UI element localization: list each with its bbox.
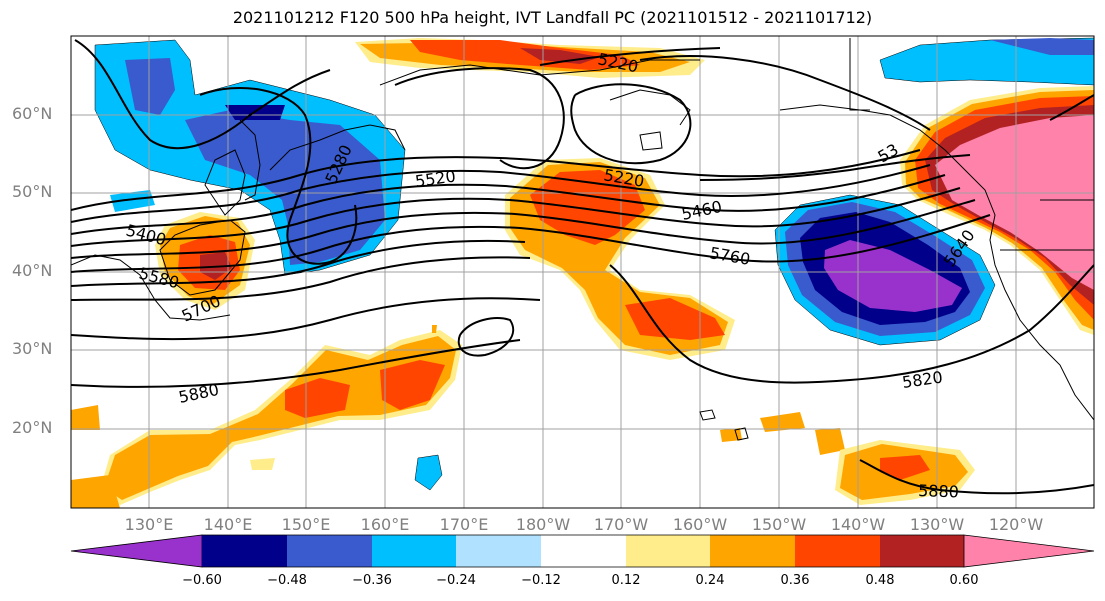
colorbar-segment [287, 535, 372, 567]
longitude-label: 180°W [515, 515, 571, 534]
longitude-label: 130°W [909, 515, 965, 534]
colorbar-segment [541, 535, 626, 567]
colorbar-tick-label: 0.48 [865, 573, 895, 588]
latitude-label: 50°N [12, 182, 53, 201]
colorbar-segment [880, 535, 964, 567]
colorbar-segment [710, 535, 795, 567]
contour-label: 5880 [918, 481, 959, 501]
longitude-label: 160°W [672, 515, 728, 534]
height-contours [71, 39, 1094, 495]
longitude-label: 130°E [124, 515, 174, 534]
colorbar-tick-label: 0.24 [695, 573, 725, 588]
colorbar-tick-label: −0.12 [521, 573, 561, 588]
longitude-label: 140°E [203, 515, 253, 534]
latitude-label: 30°N [12, 339, 53, 358]
colorbar-tick-label: 0.12 [611, 573, 641, 588]
colorbar-extend-high [963, 534, 1095, 568]
colorbar [70, 534, 1095, 568]
colorbar-segment [795, 535, 880, 567]
map-title: 2021101212 F120 500 hPa height, IVT Land… [232, 8, 873, 27]
latitude-label: 40°N [12, 261, 53, 280]
colorbar-segment [626, 535, 710, 567]
longitude-label: 150°W [751, 515, 807, 534]
colorbar-tick-label: 0.36 [780, 573, 810, 588]
colorbar-tick-label: −0.48 [267, 573, 307, 588]
colorbar-extend-low [70, 534, 203, 568]
longitude-label: 120°W [988, 515, 1044, 534]
longitude-label: 170°E [439, 515, 489, 534]
colorbar-tick-label: −0.60 [182, 573, 222, 588]
colorbar-tick-label: −0.24 [436, 573, 476, 588]
map-frame [70, 35, 1095, 509]
colorbar-segment [456, 535, 541, 567]
colorbar-segment [202, 535, 287, 567]
colorbar-segment [372, 535, 456, 567]
longitude-label: 160°E [360, 515, 410, 534]
longitude-label: 140°W [830, 515, 886, 534]
colorbar-tick-label: −0.36 [352, 573, 392, 588]
longitude-label: 170°W [593, 515, 649, 534]
latitude-label: 60°N [12, 104, 53, 123]
colorbar-tick-label: 0.60 [949, 573, 979, 588]
latitude-label: 20°N [12, 418, 53, 437]
longitude-label: 150°E [281, 515, 331, 534]
